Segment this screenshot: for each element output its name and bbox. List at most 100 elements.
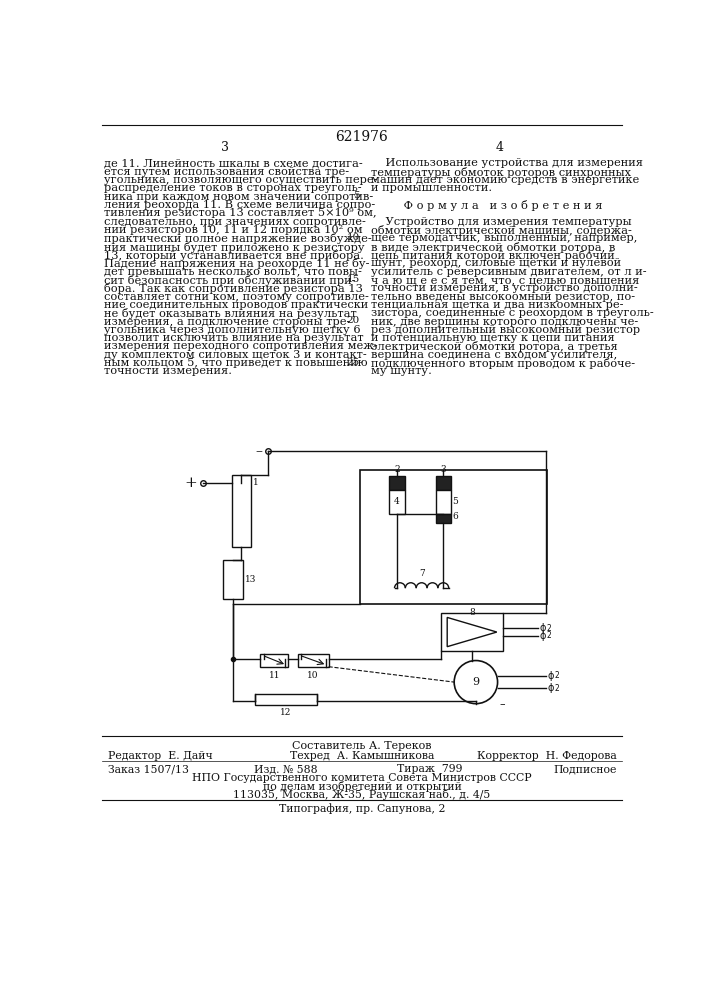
Bar xyxy=(298,654,329,667)
Text: Тираж  799: Тираж 799 xyxy=(397,764,462,774)
Text: ника при каждом новом значении сопротив-: ника при каждом новом значении сопротив- xyxy=(104,192,373,202)
Text: цепь питания которой включен рабочий: цепь питания которой включен рабочий xyxy=(371,250,615,261)
Text: не будет оказывать влияния на результат: не будет оказывать влияния на результат xyxy=(104,308,356,319)
Text: му шунту.: му шунту. xyxy=(371,366,432,376)
Text: 10: 10 xyxy=(308,671,319,680)
Text: –: – xyxy=(255,444,262,458)
Text: ч а ю щ е е с я тем, что, с целью повышения: ч а ю щ е е с я тем, что, с целью повыше… xyxy=(371,275,640,285)
Text: в виде электрической обмотки ротора, в: в виде электрической обмотки ротора, в xyxy=(371,242,616,253)
Text: 8: 8 xyxy=(469,608,475,617)
Text: Устройство для измерения температуры: Устройство для измерения температуры xyxy=(371,217,632,227)
Text: подключенного вторым проводом к рабоче-: подключенного вторым проводом к рабоче- xyxy=(371,358,636,369)
Bar xyxy=(389,476,404,490)
Text: Подписное: Подписное xyxy=(554,764,617,774)
Text: точности измерения, в устройство дополни-: точности измерения, в устройство дополни… xyxy=(371,283,638,293)
Text: 5: 5 xyxy=(353,191,360,200)
Bar xyxy=(260,654,288,667)
Text: 9: 9 xyxy=(472,677,479,687)
Text: ется путем использования свойства тре-: ется путем использования свойства тре- xyxy=(104,167,349,177)
Text: зистора, соединенные с реохордом в треуголь-: зистора, соединенные с реохордом в треуг… xyxy=(371,308,654,318)
Text: дет превышать несколько вольт, что повы-: дет превышать несколько вольт, что повы- xyxy=(104,267,362,277)
Text: 20: 20 xyxy=(346,316,360,325)
Text: угольника через дополнительную щетку 6: угольника через дополнительную щетку 6 xyxy=(104,325,361,335)
Text: измерения, а подключение стороны тре-: измерения, а подключение стороны тре- xyxy=(104,317,350,327)
Bar xyxy=(232,475,251,547)
Text: 3: 3 xyxy=(440,465,446,474)
Bar xyxy=(436,490,451,514)
Text: угольника, позволяющего осуществить пере-: угольника, позволяющего осуществить пере… xyxy=(104,175,378,185)
Text: и потенциальную щетку к цепи питания: и потенциальную щетку к цепи питания xyxy=(371,333,615,343)
Text: 6: 6 xyxy=(452,512,458,521)
Text: 2: 2 xyxy=(547,624,551,633)
Text: температуры обмоток роторов синхронных: температуры обмоток роторов синхронных xyxy=(371,167,631,178)
Text: шунт, реохорд, силовые щетки и нулевой: шунт, реохорд, силовые щетки и нулевой xyxy=(371,258,621,268)
Text: измерения переходного сопротивления меж-: измерения переходного сопротивления меж- xyxy=(104,341,378,351)
Text: обмотки электрической машины, содержа-: обмотки электрической машины, содержа- xyxy=(371,225,632,236)
Bar xyxy=(436,476,451,490)
Bar xyxy=(441,613,503,651)
Text: 12: 12 xyxy=(280,708,292,717)
Text: 13: 13 xyxy=(245,575,257,584)
Text: Составитель А. Тереков: Составитель А. Тереков xyxy=(292,741,432,751)
Text: тельно введены высокоомный резистор, по-: тельно введены высокоомный резистор, по- xyxy=(371,292,636,302)
Text: сит безопасность при обслуживании при-: сит безопасность при обслуживании при- xyxy=(104,275,356,286)
Text: Использование устройства для измерения: Использование устройства для измерения xyxy=(371,158,643,168)
Text: Ф о р м у л а   и з о б р е т е н и я: Ф о р м у л а и з о б р е т е н и я xyxy=(371,200,603,211)
Text: усилитель с реверсивным двигателем, от л и-: усилитель с реверсивным двигателем, от л… xyxy=(371,267,647,277)
Text: ϕ: ϕ xyxy=(547,671,554,681)
Text: следовательно, при значениях сопротивле-: следовательно, при значениях сопротивле- xyxy=(104,217,366,227)
Text: позволит исключить влияние на результат: позволит исключить влияние на результат xyxy=(104,333,363,343)
Text: 2: 2 xyxy=(547,631,551,640)
Text: 5: 5 xyxy=(452,497,459,506)
Text: 25: 25 xyxy=(346,358,360,367)
Text: НПО Государственного комитета Совета Министров СССР: НПО Государственного комитета Совета Мин… xyxy=(192,773,532,783)
Text: 15: 15 xyxy=(346,275,360,284)
Text: 3: 3 xyxy=(221,141,229,154)
Text: 2: 2 xyxy=(554,671,559,680)
Text: 11: 11 xyxy=(269,671,280,680)
Text: ϕ: ϕ xyxy=(547,683,554,693)
Text: точности измерения.: точности измерения. xyxy=(104,366,232,376)
Text: –: – xyxy=(499,699,505,709)
Text: ние соединительных проводов практически: ние соединительных проводов практически xyxy=(104,300,368,310)
Text: де 11. Линейность шкалы в схеме достига-: де 11. Линейность шкалы в схеме достига- xyxy=(104,158,363,168)
Text: 10: 10 xyxy=(346,233,360,242)
Text: составляет сотни ком, поэтому сопротивле-: составляет сотни ком, поэтому сопротивле… xyxy=(104,292,369,302)
Text: Падение напряжения на реохорде 11 не бу-: Падение напряжения на реохорде 11 не бу- xyxy=(104,258,369,269)
Bar xyxy=(436,514,451,523)
Text: Корректор  Н. Федорова: Корректор Н. Федорова xyxy=(477,751,617,761)
Text: распределение токов в сторонах треуголь-: распределение токов в сторонах треуголь- xyxy=(104,183,361,193)
Bar xyxy=(360,470,547,604)
Text: ϕ: ϕ xyxy=(539,631,546,641)
Text: ний резисторов 10, 11 и 12 порядка 10² ом: ний резисторов 10, 11 и 12 порядка 10² о… xyxy=(104,225,363,235)
Text: ϕ: ϕ xyxy=(539,623,546,633)
Text: +: + xyxy=(184,476,197,490)
Text: Изд. № 588: Изд. № 588 xyxy=(255,764,318,774)
Text: 2: 2 xyxy=(394,465,399,474)
Text: 7: 7 xyxy=(419,569,424,578)
Text: Редактор  Е. Дайч: Редактор Е. Дайч xyxy=(107,751,213,761)
Text: 1: 1 xyxy=(252,478,259,487)
Text: рез дополнительный высокоомный резистор: рез дополнительный высокоомный резистор xyxy=(371,325,641,335)
Text: Техред  А. Камышникова: Техред А. Камышникова xyxy=(290,751,434,761)
Text: щее термодатчик, выполненный, например,: щее термодатчик, выполненный, например, xyxy=(371,233,638,243)
Text: бора. Так как сопротивление резистора 13: бора. Так как сопротивление резистора 13 xyxy=(104,283,363,294)
Text: и промышленности.: и промышленности. xyxy=(371,183,492,193)
Text: электрической обмотки ротора, а третья: электрической обмотки ротора, а третья xyxy=(371,341,618,352)
Text: ния машины будет приложено к резистору: ния машины будет приложено к резистору xyxy=(104,242,365,253)
Text: тивления резистора 13 составляет 5×10⁹ ом,: тивления резистора 13 составляет 5×10⁹ о… xyxy=(104,208,377,218)
Text: 621976: 621976 xyxy=(336,130,388,144)
Text: 2: 2 xyxy=(554,684,559,693)
Text: Типография, пр. Сапунова, 2: Типография, пр. Сапунова, 2 xyxy=(279,803,445,814)
Bar xyxy=(223,560,243,599)
Bar xyxy=(255,694,317,705)
Text: Заказ 1507/13: Заказ 1507/13 xyxy=(107,764,189,774)
Text: ления реохорда 11. В схеме величина сопро-: ления реохорда 11. В схеме величина сопр… xyxy=(104,200,375,210)
Text: по делам изобретений и открытий: по делам изобретений и открытий xyxy=(262,781,462,792)
Text: ник, две вершины которого подключены че-: ник, две вершины которого подключены че- xyxy=(371,317,638,327)
Text: 4: 4 xyxy=(495,141,503,154)
Text: тенциальная щетка и два низкоомных ре-: тенциальная щетка и два низкоомных ре- xyxy=(371,300,624,310)
Text: машин дает экономию средств в энергетике: машин дает экономию средств в энергетике xyxy=(371,175,640,185)
Text: вершина соединена с входом усилителя,: вершина соединена с входом усилителя, xyxy=(371,350,617,360)
Text: практически полное напряжение возбужде-: практически полное напряжение возбужде- xyxy=(104,233,372,244)
